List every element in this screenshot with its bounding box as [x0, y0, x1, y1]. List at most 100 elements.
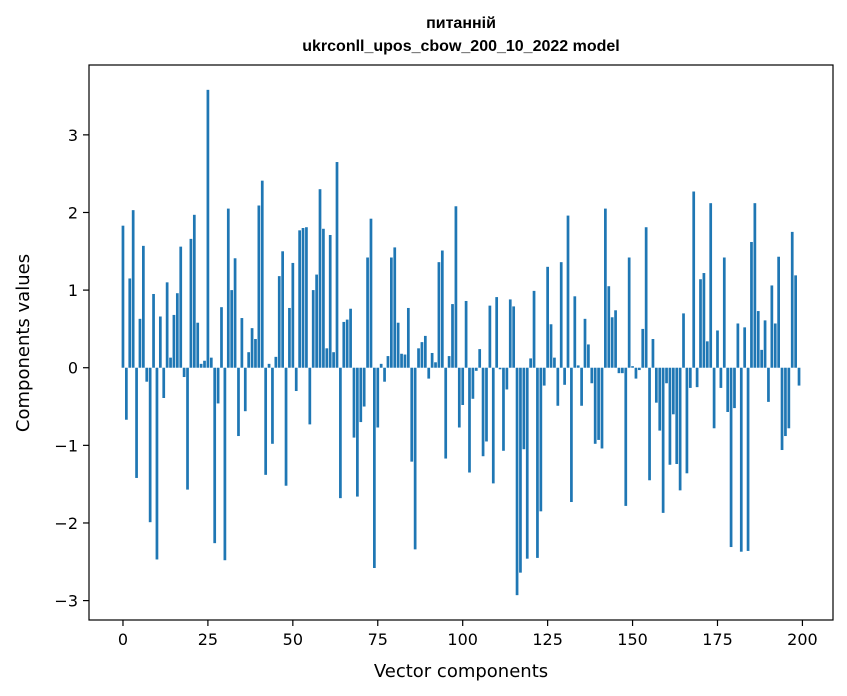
bar	[495, 297, 499, 368]
bar	[277, 276, 281, 368]
bar	[481, 367, 485, 457]
bar	[128, 278, 132, 368]
bar	[515, 367, 519, 596]
bar	[794, 275, 797, 368]
bar	[454, 206, 458, 368]
y-axis-ticks: −3 −2 −1 0 1 2 3	[54, 126, 89, 611]
bar	[352, 367, 356, 438]
bar	[784, 367, 787, 437]
bar	[522, 367, 526, 450]
bar	[240, 318, 244, 368]
bar	[573, 296, 577, 368]
bar	[260, 180, 264, 368]
bar	[726, 367, 730, 412]
bar	[434, 362, 437, 368]
bar	[403, 354, 407, 368]
bar	[777, 256, 780, 368]
bar	[729, 367, 733, 548]
bar	[135, 367, 138, 478]
bar	[699, 279, 702, 368]
bar	[322, 228, 325, 368]
bar	[763, 320, 767, 368]
bar	[145, 367, 149, 382]
bar	[206, 89, 210, 368]
bar	[733, 367, 736, 409]
x-axis-ticks: 0 25 50 75 100 125 150 175 200	[118, 620, 818, 649]
bar	[753, 203, 757, 368]
chart-title-line1: питанній	[426, 15, 496, 32]
bar	[356, 367, 359, 497]
bar	[209, 357, 213, 368]
bar	[423, 335, 427, 368]
bar	[172, 314, 176, 368]
bar	[420, 342, 424, 368]
x-tick-label: 0	[118, 630, 128, 649]
bar	[192, 214, 196, 368]
y-tick-label: 2	[68, 203, 78, 222]
bar	[502, 367, 505, 451]
bar	[254, 339, 257, 368]
bar	[376, 367, 380, 428]
bar	[770, 285, 774, 368]
bar	[233, 258, 237, 368]
bar	[529, 358, 532, 368]
bar	[716, 330, 719, 368]
bar	[158, 316, 162, 368]
y-tick-label: −3	[54, 592, 78, 611]
bar	[220, 307, 223, 368]
bar	[335, 162, 339, 368]
bar	[121, 225, 125, 368]
bar	[702, 273, 706, 368]
bar	[396, 322, 400, 368]
bar	[539, 367, 543, 512]
bar	[505, 367, 509, 390]
bar	[587, 344, 590, 368]
bar	[417, 348, 420, 368]
bar	[264, 367, 268, 475]
bar	[308, 367, 312, 425]
bar	[400, 353, 403, 368]
x-tick-label: 50	[283, 630, 303, 649]
x-axis-label: Vector components	[374, 661, 548, 682]
bar	[288, 307, 291, 368]
bar	[654, 367, 658, 403]
bar	[169, 357, 172, 368]
bar	[390, 257, 393, 368]
bar	[440, 250, 444, 368]
bar	[237, 367, 240, 437]
bar	[349, 308, 352, 368]
bar	[638, 367, 641, 371]
bar	[451, 304, 454, 368]
bar	[610, 317, 614, 368]
bar	[410, 367, 414, 462]
bar	[570, 367, 573, 503]
bar	[247, 352, 251, 368]
bar	[627, 257, 631, 368]
bar	[685, 367, 689, 474]
bar	[430, 352, 434, 368]
bar	[542, 367, 546, 386]
bar	[709, 203, 713, 368]
chart-title-line2: ukrconll_upos_cbow_200_10_2022 model	[302, 38, 619, 55]
bar	[359, 367, 363, 423]
bar	[607, 286, 611, 368]
bar	[373, 367, 376, 568]
bar	[644, 227, 648, 368]
bar	[274, 356, 278, 368]
bar	[739, 367, 743, 552]
bar	[471, 367, 475, 399]
bar	[474, 367, 478, 371]
bar	[267, 363, 271, 368]
bar	[362, 367, 366, 407]
bar	[148, 367, 152, 523]
bar	[576, 365, 580, 368]
x-tick-label: 175	[702, 630, 733, 649]
bar	[767, 367, 770, 402]
x-tick-label: 150	[617, 630, 648, 649]
bar	[682, 313, 685, 368]
bar	[790, 231, 794, 368]
bar	[203, 360, 206, 368]
y-axis-label: Components values	[13, 254, 34, 432]
bar	[342, 321, 346, 368]
bar	[661, 367, 665, 513]
